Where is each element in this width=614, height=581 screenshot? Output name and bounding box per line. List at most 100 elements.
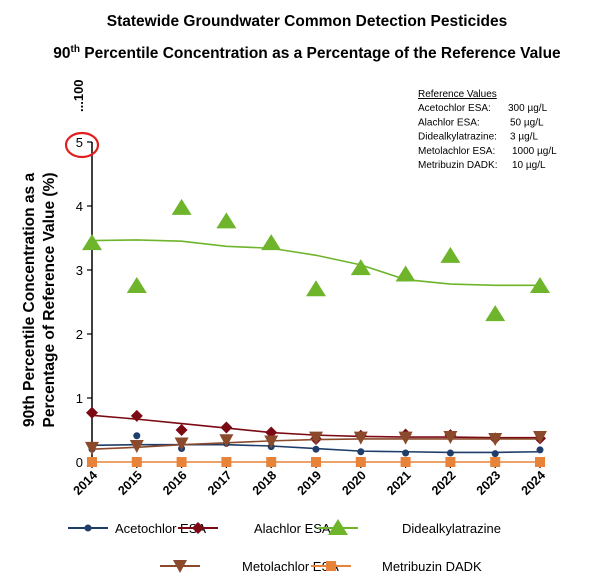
legend-marker [84, 524, 92, 532]
data-point [353, 431, 368, 445]
y-tick-label: 3 [76, 263, 83, 278]
x-tick-label: 2016 [160, 468, 190, 498]
reference-name: Alachlor ESA: [418, 117, 480, 128]
x-tick-label: 2019 [295, 468, 325, 498]
reference-value: 1000 µg/L [512, 146, 557, 157]
svg-text:Percentage of Reference Value: Percentage of Reference Value (%) [41, 173, 58, 428]
chart-title: Statewide Groundwater Common Detection P… [107, 13, 508, 30]
x-tick-label: 2021 [384, 468, 414, 498]
data-point [355, 457, 366, 467]
x-tick-label: 2017 [205, 468, 235, 498]
legend-item: Metribuzin DADK [311, 559, 482, 574]
reference-name: Metribuzin DADK: [418, 160, 497, 171]
data-point [395, 265, 416, 282]
data-point [129, 440, 144, 453]
reference-values-box: Reference Values Acetochlor ESA: 300 µg/L A… [418, 89, 557, 171]
reference-value: 3 µg/L [510, 132, 538, 143]
data-point [86, 406, 98, 419]
chart-subtitle: 90th Percentile Concentration as a Perce… [53, 44, 561, 62]
data-point [219, 434, 234, 448]
data-point [261, 234, 282, 251]
data-point [491, 450, 499, 458]
reference-value: 10 µg/L [512, 160, 546, 171]
data-point [311, 457, 321, 467]
y-axis-label: 90th Percentile Concentration as a Perce… [21, 173, 58, 428]
data-point [133, 432, 141, 440]
x-tick-label: 2023 [474, 468, 504, 498]
data-point [87, 457, 97, 467]
data-point [216, 212, 237, 229]
reference-value: 50 µg/L [510, 117, 544, 128]
data-point [175, 424, 188, 436]
y-tick-label: 5 [76, 135, 83, 150]
legend-item: Alachlor ESA [178, 521, 331, 536]
data-point [174, 437, 189, 451]
data-point [488, 432, 503, 446]
data-point [82, 234, 102, 251]
y-tick-label: 0 [76, 455, 83, 470]
data-point [535, 457, 545, 467]
legend-item: Acetochlor ESA [68, 521, 206, 536]
highlight-circle [64, 131, 100, 159]
reference-title: Reference Values [418, 89, 497, 100]
data-point [485, 305, 506, 322]
trend-line [91, 239, 540, 287]
y-tick-label: 1 [76, 391, 83, 406]
data-point [357, 448, 365, 456]
data-point [533, 431, 547, 445]
svg-text:90th Percentile Concentration: 90th Percentile Concentration as a [21, 173, 38, 427]
series-metolachlor-esa [85, 431, 547, 455]
x-tick-label: 2014 [71, 468, 101, 498]
legend-label: Metribuzin DADK [382, 559, 482, 574]
data-point [490, 457, 501, 467]
legend-label: Metolachlor ESA [242, 559, 339, 574]
data-point [400, 457, 411, 467]
data-point [264, 435, 279, 449]
legend-marker [326, 561, 336, 571]
data-point [443, 431, 458, 445]
data-point [85, 441, 99, 455]
data-point [530, 277, 550, 293]
data-point [130, 409, 143, 422]
legend-marker [173, 560, 187, 573]
legend-item: Didealkylatrazine [318, 519, 501, 536]
data-point [402, 449, 410, 457]
data-point [440, 246, 461, 263]
y-tick-label: 2 [76, 327, 83, 342]
data-point [221, 457, 232, 467]
legend: Acetochlor ESA Alachlor ESA Didealkylatraz… [68, 519, 501, 574]
y-axis-break-label: ...100 [71, 79, 86, 112]
data-point [445, 457, 456, 467]
data-point [266, 457, 277, 467]
data-point [312, 445, 320, 453]
data-point [309, 431, 323, 445]
x-tick-label: 2018 [250, 468, 280, 498]
y-tick-label: 4 [76, 199, 83, 214]
legend-label: Acetochlor ESA [115, 521, 206, 536]
data-point [536, 446, 544, 454]
reference-name: Acetochlor ESA: [418, 103, 491, 114]
reference-name: Metolachlor ESA: [418, 146, 495, 157]
reference-value: 300 µg/L [508, 103, 548, 114]
legend-marker [328, 519, 348, 535]
data-point [398, 431, 413, 445]
data-point [131, 457, 142, 467]
x-tick-label: 2015 [115, 468, 145, 498]
data-point [176, 457, 187, 467]
legend-label: Didealkylatrazine [402, 521, 501, 536]
data-point [220, 421, 233, 434]
series-metribuzin-dadk [87, 457, 545, 467]
reference-name: Didealkylatrazine: [418, 132, 497, 143]
data-point [446, 449, 454, 457]
data-point [171, 198, 192, 215]
series-didealkylatrazine [82, 198, 550, 322]
data-point [126, 277, 147, 293]
data-point [306, 280, 326, 297]
x-tick-label: 2020 [339, 468, 369, 498]
legend-item: Metolachlor ESA [160, 559, 339, 574]
x-tick-label: 2022 [429, 468, 459, 498]
x-tick-label: 2024 [519, 468, 549, 498]
legend-label: Alachlor ESA [254, 521, 331, 536]
data-point [350, 259, 371, 276]
